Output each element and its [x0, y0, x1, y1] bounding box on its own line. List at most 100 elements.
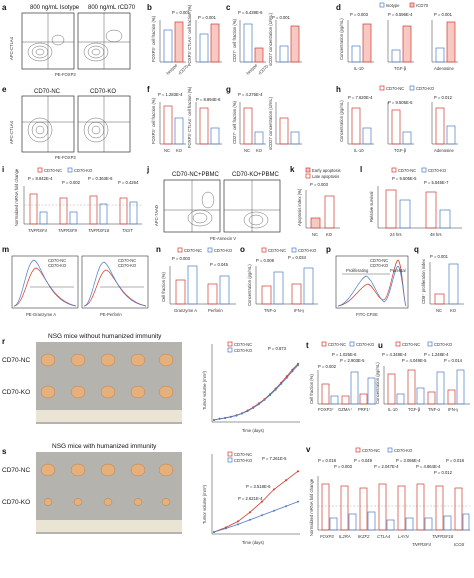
xcat-h-il10: IL-10: [354, 148, 364, 153]
xcat-i-tigit: TIGIT: [122, 228, 133, 233]
legend-swatch-u-ko: [428, 342, 432, 346]
pvalue-i4: P = 0.4264: [118, 180, 139, 185]
pvalue-v2: P = 0.003: [334, 464, 353, 469]
bar-l-48h-nc: [426, 192, 436, 228]
flow-y-label-e: APC-CTLA4: [9, 120, 14, 144]
bar-t-foxp3-ko: [331, 396, 338, 404]
pvalue-h1: P = 7.620E-4: [348, 95, 373, 100]
xcat-d-il10: IL-10: [354, 66, 364, 71]
bar-u-tnfa-ko: [437, 372, 444, 404]
bar-u-tgfb-ko: [417, 388, 424, 404]
legend-v-nc: CD70-NC: [362, 448, 380, 453]
s_curve-series-0-point: [261, 501, 263, 503]
xcat-d-tgfb: TGF-β: [394, 66, 407, 71]
xcat-h-adenosine: Adenosine: [434, 148, 454, 153]
ylabel-q: CD8⁺ proliferation index: [421, 258, 426, 304]
panel-letter-c: c: [226, 3, 231, 12]
xcat-v-il2ra: IL2RA: [339, 534, 351, 539]
xcat-i-tnfrsf9: TNFRSF9: [58, 228, 78, 233]
ylabel-sc: Tumor volume (mm³): [202, 484, 207, 524]
density-contours-isotype: [28, 35, 64, 61]
legend-swatch-sc-nc: [228, 452, 232, 456]
legend-o-nc: CD70-NC: [268, 248, 286, 253]
r_curve-series-1-point: [219, 418, 221, 420]
xcat-v-foxp3: FOXP3: [320, 534, 334, 539]
pvalue-n2: P = 0.045: [210, 262, 229, 267]
pvalue-o1: P = 0.008: [256, 258, 275, 263]
s_curve-series-1-point: [225, 527, 227, 529]
histogram-curve-granzyme-ko: [14, 260, 76, 306]
bar-v-layn-nc: [398, 486, 405, 530]
r_curve-series-1-point: [275, 389, 277, 391]
panel-letter-m: m: [2, 245, 9, 254]
bar-l-24h-nc: [386, 190, 396, 228]
bar-n-granzyme-nc: [176, 280, 185, 304]
legend-t-ko: CD70-KO: [356, 342, 375, 347]
xlabel-m2: PE-Perforin: [100, 312, 122, 317]
bar-o-tnfa-nc: [262, 286, 271, 304]
pvalue-n1: P = 0.003: [172, 256, 191, 261]
ylabel-l: Relative survival: [369, 191, 374, 222]
legend-rc-nc: CD70-NC: [234, 342, 252, 347]
panel-c: P = 6.439E-6 P = 0.001 CD27⁺ cell fracti…: [232, 10, 302, 76]
flow-title-isotype: 800 ng/mL Isotype: [30, 5, 80, 11]
bar-f1-nc: [164, 106, 172, 144]
pvalue-k: P = 0.003: [310, 182, 329, 187]
ylabel-b2: FOXP3⁺CTLA4⁺ cell fraction (%): [187, 4, 192, 66]
xcat-d-adenosine: Adenosine: [434, 66, 454, 71]
legend-u-ko: CD70-KO: [434, 342, 453, 347]
panel-u: CD70-NC CD70-KO P = 4.348E-4 P = 4.049E-…: [375, 342, 470, 412]
bar-t-prf1-ko: [368, 378, 375, 404]
bar-f2-ko: [211, 128, 219, 144]
xcat-v-tnfrsf4: TNFRSF4: [412, 542, 432, 547]
pvalue-h2: P = 9.505E-5: [388, 100, 413, 105]
xlabel-p: FITC-CFSE: [356, 312, 378, 317]
r_curve-series-1-point: [247, 410, 249, 412]
legend-swatch-sc-ko: [228, 458, 232, 462]
panel-l: CD70-NC CD70-KO P = 9.505E-5 P = 5.546E-…: [369, 168, 462, 237]
s_curve-series-1-point: [213, 531, 215, 533]
pvalue-d3: P = 0.001: [434, 12, 453, 17]
bar-o-ifng-ko: [304, 268, 313, 304]
flow-x-label-e: PE-FOXP3: [55, 155, 76, 160]
ylabel-rc: Tumor volume (mm³): [202, 370, 207, 410]
panel-letter-d: d: [336, 3, 341, 12]
panel-letter-e: e: [2, 85, 7, 94]
bar-b2-rcd70: [211, 24, 219, 62]
pvalue-u3: P = 1.248E-4: [424, 352, 449, 357]
s_curve-series-0-point: [297, 470, 299, 472]
panel-i: CD70-NC CD70-KO P = 8.842E-4 P = 0.002 P…: [14, 168, 142, 233]
bar-v-il2ra-nc: [341, 486, 348, 530]
legend-d-isotype: Isotype: [386, 3, 400, 8]
bar-v-layn-ko: [406, 518, 413, 530]
legend-swatch-v-nc: [356, 448, 360, 452]
ruler-r: [36, 410, 182, 422]
legend-t-nc: CD70-NC: [328, 342, 346, 347]
xcat-u-tnfa: TNF-α: [428, 407, 441, 412]
panel-b: P = 0.001 P = 0.001 FOXP3⁺ cell fraction…: [151, 4, 222, 76]
pvalue-u4: P = 0.014: [444, 358, 463, 363]
xcat-k-ko: KO: [326, 232, 333, 237]
bar-v-foxp3-ko: [330, 518, 337, 530]
s_curve-series-1-point: [249, 519, 251, 521]
pvalue-t1: P = 1.025E-6: [332, 352, 357, 357]
legend-swatch-t-ko: [350, 342, 354, 346]
bar-b2-isotype: [200, 34, 208, 62]
flow-title-rcd70: 800 ng/mL rCD70: [88, 5, 136, 11]
row-label-r-ko: CD70-KO: [2, 389, 30, 396]
xcat-t-foxp3: FOXP3⁺: [318, 407, 334, 412]
bar-v-ctla4-nc: [379, 484, 386, 530]
s_curve-series-0-point: [237, 520, 239, 522]
xcat-b-isotype: Isotype: [165, 62, 179, 76]
bar-v-tnfrsf4-ko: [425, 518, 432, 530]
pvalue-sc2: P = 3.518E-6: [246, 484, 271, 489]
bar-o-tnfa-ko: [274, 272, 283, 304]
bar-u-il10-ko: [397, 394, 404, 404]
xcat-f-nc: NC: [164, 148, 170, 153]
bar-b1-isotype: [164, 30, 172, 62]
pvalue-i1: P = 8.842E-4: [28, 176, 53, 181]
s_curve-series-1-point: [297, 501, 299, 503]
bar-l-24h-ko: [400, 200, 410, 228]
panel-letter-a: a: [2, 3, 7, 12]
xcat-g-ko: KO: [256, 148, 263, 153]
